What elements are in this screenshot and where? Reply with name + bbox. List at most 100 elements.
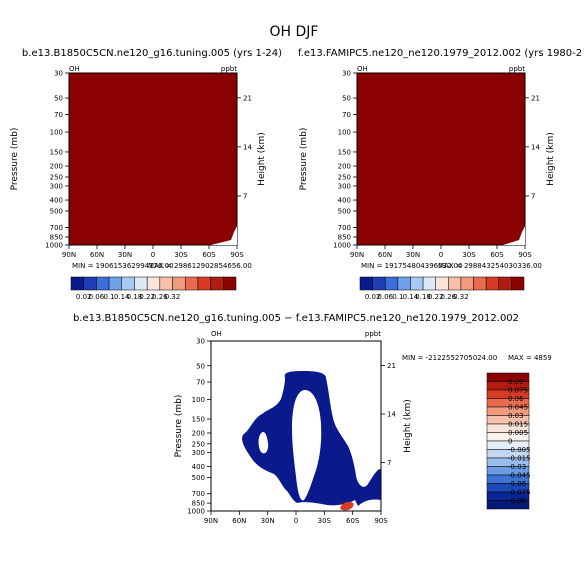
y-tick-label: 1000	[45, 242, 63, 250]
figure-title: OH DJF	[270, 24, 319, 40]
panel-3-max-label: MAX = 4859	[508, 354, 552, 362]
panel-2-field	[356, 72, 526, 246]
panel-1-lower-right-notch	[211, 226, 237, 245]
colorbar-swatch	[210, 276, 224, 291]
y-tick-label: 150	[192, 416, 205, 424]
colorbar-swatch	[223, 276, 237, 291]
colorbar-label: 0.22	[428, 293, 444, 301]
y-tick-label: 700	[338, 224, 351, 232]
x-tick-label: 60S	[202, 251, 216, 259]
panel-3-yr-ticks: 21 14 7	[381, 362, 396, 467]
y-right-tick-label: 7	[531, 192, 535, 200]
colorbar-label: 0.1	[392, 293, 403, 301]
y-tick-label: 200	[192, 429, 205, 437]
panel-3: b.e13.B1850C5CN.ne120_g16.tuning.005 − f…	[73, 313, 552, 525]
y-tick-label: 150	[50, 148, 63, 156]
panel-2-variable: OH	[357, 65, 368, 73]
panel-2-colorbar: 0.020.06 0.1 0.140.180.220.260.32	[359, 276, 525, 301]
colorbar-swatch	[422, 276, 436, 291]
y-tick-label: 200	[338, 163, 351, 171]
colorbar-label: 0.02	[76, 293, 92, 301]
x-tick-label: 60N	[378, 251, 392, 259]
panel-3-colorbar: 0.090.0750.060.0450.030.0150.0050-0.005-…	[486, 372, 531, 510]
x-tick-label: 90S	[518, 251, 532, 259]
x-tick-label: 30S	[318, 517, 332, 525]
y-tick-label: 30	[196, 338, 205, 346]
panel-1-units: ppbt	[221, 65, 237, 73]
colorbar-label: 0.02	[365, 293, 381, 301]
y-tick-label: 70	[342, 111, 351, 119]
panel-3-x-ticks: 90N 60N 30N 0 30S 60S 90S	[204, 511, 388, 525]
colorbar-label: 0.09	[508, 378, 524, 386]
y-tick-label: 1000	[187, 508, 205, 516]
panel-3-ylabel-right: Height (km)	[403, 399, 413, 453]
y-tick-label: 250	[50, 174, 63, 182]
x-tick-label: 60N	[232, 517, 246, 525]
colorbar-label: 0.015	[508, 421, 528, 429]
colorbar-swatch	[372, 276, 386, 291]
panel-1-yr-ticks: 21 14 7	[237, 94, 252, 200]
y-tick-label: 850	[50, 234, 63, 242]
panel-2-min-label: MIN = 191754804396032.00	[361, 262, 463, 270]
colorbar-swatch	[197, 276, 211, 291]
colorbar-label: -0.03	[508, 463, 526, 471]
x-tick-label: 90S	[230, 251, 244, 259]
panel-1-ylabel: Pressure (mb)	[10, 128, 20, 191]
colorbar-swatch	[172, 276, 186, 291]
colorbar-label: 0.06	[508, 395, 524, 403]
y-right-tick-label: 14	[531, 143, 540, 151]
y-right-tick-label: 21	[387, 362, 396, 370]
y-tick-label: 250	[192, 440, 205, 448]
y-tick-label: 1000	[333, 242, 351, 250]
colorbar-swatch	[384, 276, 399, 291]
panel-3-variable: OH	[211, 330, 222, 338]
x-tick-label: 60S	[490, 251, 504, 259]
y-tick-label: 100	[192, 396, 205, 404]
colorbar-swatch	[498, 276, 512, 291]
panel-1-min-label: MIN = 190615362994176.00	[72, 262, 174, 270]
colorbar-swatch	[121, 276, 135, 291]
colorbar-label: 0.22	[139, 293, 155, 301]
panel-1-x-ticks: 90N 60N 30N 0 30S 60S 90S	[62, 245, 244, 259]
colorbar-label: 0.18	[127, 293, 143, 301]
y-tick-label: 500	[338, 208, 351, 216]
panel-1-ylabel-right: Height (km)	[257, 132, 267, 186]
panel-1-title: b.e13.B1850C5CN.ne120_g16.tuning.005 (yr…	[22, 48, 282, 59]
colorbar-label: 0.32	[453, 293, 469, 301]
colorbar-swatch	[184, 276, 199, 291]
y-tick-label: 50	[342, 95, 351, 103]
y-tick-label: 300	[192, 449, 205, 457]
colorbar-label: -0.075	[508, 489, 531, 497]
colorbar-label: -0.06	[508, 480, 527, 488]
colorbar-swatch	[397, 276, 411, 291]
panel-2-ylabel-right: Height (km)	[546, 132, 556, 186]
colorbar-label: 0.03	[508, 412, 524, 420]
colorbar-label: 0.06	[89, 293, 105, 301]
panel-2: f.e13.FAMIPC5.ne120_ne120.1979_2012.002 …	[298, 48, 582, 301]
panel-3-negative-blob	[242, 371, 381, 506]
panel-2-units: ppbt	[509, 65, 525, 73]
colorbar-swatch	[473, 276, 487, 291]
colorbar-swatch	[359, 276, 373, 291]
y-right-tick-label: 7	[387, 459, 391, 467]
colorbar-swatch	[96, 276, 110, 291]
colorbar-label: 0	[508, 438, 512, 446]
y-right-tick-label: 14	[387, 411, 396, 419]
x-tick-label: 30N	[406, 251, 420, 259]
panel-3-units: ppbt	[365, 330, 381, 338]
colorbar-label: 0.18	[415, 293, 431, 301]
colorbar-swatch	[159, 276, 173, 291]
y-right-tick-label: 14	[243, 143, 252, 151]
colorbar-label: 0.045	[508, 404, 528, 412]
colorbar-swatch	[108, 276, 123, 291]
colorbar-label: 0.005	[508, 429, 528, 437]
y-tick-label: 850	[192, 500, 205, 508]
panel-3-ylabel: Pressure (mb)	[174, 395, 184, 458]
x-tick-label: 0	[294, 517, 298, 525]
y-tick-label: 150	[338, 148, 351, 156]
x-tick-label: 0	[151, 251, 155, 259]
colorbar-swatch	[146, 276, 161, 291]
y-tick-label: 500	[192, 474, 205, 482]
